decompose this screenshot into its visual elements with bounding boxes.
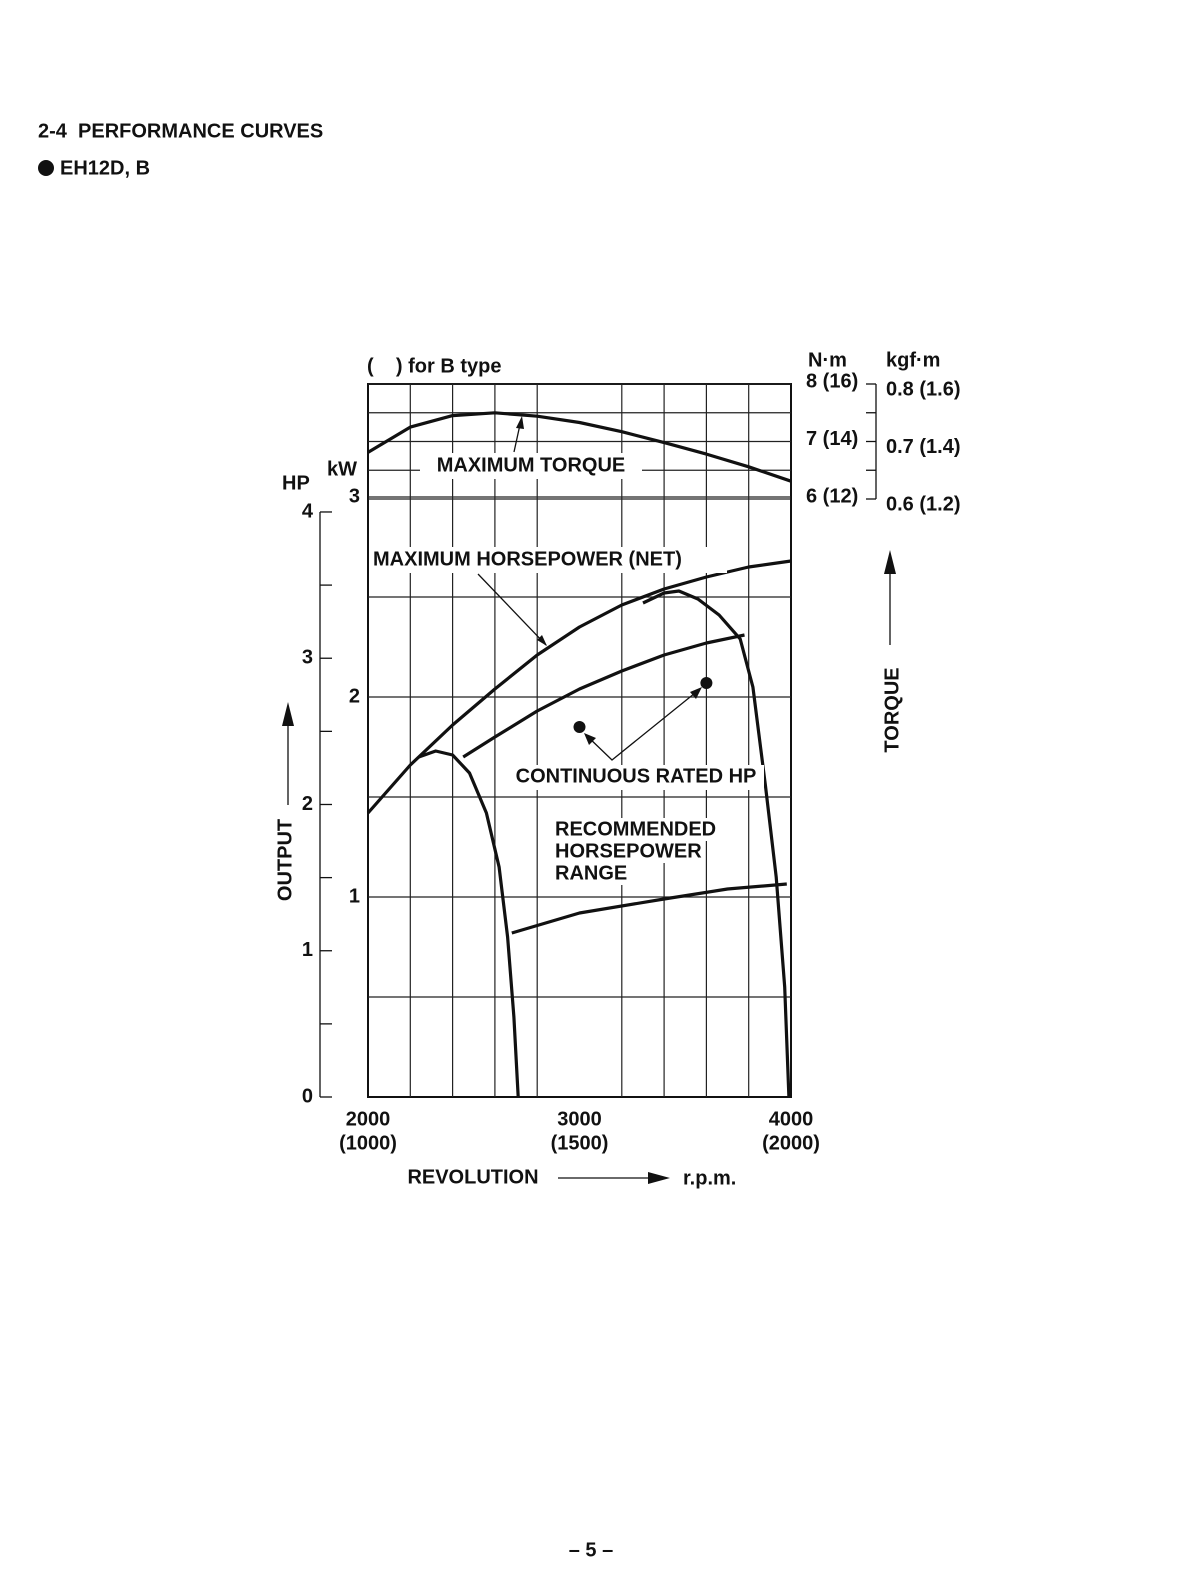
page-number: – 5 – xyxy=(569,1539,613,1561)
hp-tick-label: 2 xyxy=(302,793,313,815)
hp-unit: HP xyxy=(282,472,310,494)
range-label: RECOMMENDED xyxy=(555,818,716,840)
label-bg xyxy=(553,818,713,841)
hp-tick-label: 3 xyxy=(302,647,313,669)
hp-tick-label: 1 xyxy=(302,939,313,961)
y2-tick-label: 6 (12) xyxy=(806,485,858,507)
y2-tick-label: 8 (16) xyxy=(806,370,858,392)
torque-label: TORQUE xyxy=(881,667,903,752)
range-label: HORSEPOWER xyxy=(555,840,702,862)
y2-tick-label: 7 (14) xyxy=(806,428,858,450)
label-arrow xyxy=(477,573,547,646)
label-bg xyxy=(371,547,727,573)
kw-unit: kW xyxy=(327,458,357,480)
x-tick-label: 2000 xyxy=(346,1108,391,1130)
rated-point xyxy=(700,677,713,689)
label-bg xyxy=(508,765,764,790)
label-bg xyxy=(420,453,642,479)
model-title: EH12D, B xyxy=(60,157,150,179)
x2-tick-label: (1500) xyxy=(551,1132,609,1154)
x2-tick-label: (2000) xyxy=(762,1132,820,1154)
rated-arrows xyxy=(585,688,701,761)
x-tick-label: 4000 xyxy=(769,1108,814,1130)
chart: 2000 3000 4000 (1000) (1500) (2000) REVOLUTION… xyxy=(274,349,960,1189)
bullet xyxy=(38,160,54,176)
x-unit: r.p.m. xyxy=(683,1167,736,1189)
output-arrow-head xyxy=(282,702,294,726)
y3-tick-label: 0.7 (1.4) xyxy=(886,436,960,458)
output-label: OUTPUT xyxy=(274,819,296,901)
nm-unit: N·m xyxy=(808,349,847,371)
torque-arrow-head xyxy=(884,550,896,574)
torque-curve-label: MAXIMUM TORQUE xyxy=(437,454,626,476)
curve xyxy=(418,749,520,1098)
plot-frame xyxy=(367,383,792,1098)
x-arrow-head xyxy=(648,1172,670,1184)
curve xyxy=(462,633,745,759)
curve xyxy=(511,882,787,935)
hp-tick-label: 4 xyxy=(302,500,314,522)
label-arrow-head xyxy=(537,635,547,646)
y-tick-label: 2 xyxy=(349,685,360,707)
section-title: 2-4 PERFORMANCE CURVES xyxy=(38,120,323,142)
label-arrow-head xyxy=(584,733,596,745)
rated-label: CONTINUOUS RATED HP xyxy=(516,765,757,787)
curve xyxy=(642,589,791,1098)
x-tick-label: 3000 xyxy=(557,1108,602,1130)
range-label: RANGE xyxy=(555,862,627,884)
label-arrow-head xyxy=(516,416,524,429)
x2-tick-label: (1000) xyxy=(339,1132,397,1154)
rated-point xyxy=(573,721,586,733)
kgfm-unit: kgf·m xyxy=(886,349,940,371)
label-arrow-head xyxy=(690,687,702,699)
label-bg xyxy=(553,840,698,863)
y-tick-label: 1 xyxy=(349,885,360,907)
curve xyxy=(366,559,792,815)
hp-curve-label: MAXIMUM HORSEPOWER (NET) xyxy=(373,548,682,570)
note: ( ) for B type xyxy=(367,355,501,377)
curve xyxy=(367,411,792,483)
y3-tick-label: 0.8 (1.6) xyxy=(886,378,960,400)
hp-tick-label: 0 xyxy=(302,1085,313,1107)
x-axis-label: REVOLUTION xyxy=(407,1166,538,1188)
label-bg xyxy=(553,862,626,885)
y-tick-label: 3 xyxy=(349,485,360,507)
y3-tick-label: 0.6 (1.2) xyxy=(886,493,960,515)
